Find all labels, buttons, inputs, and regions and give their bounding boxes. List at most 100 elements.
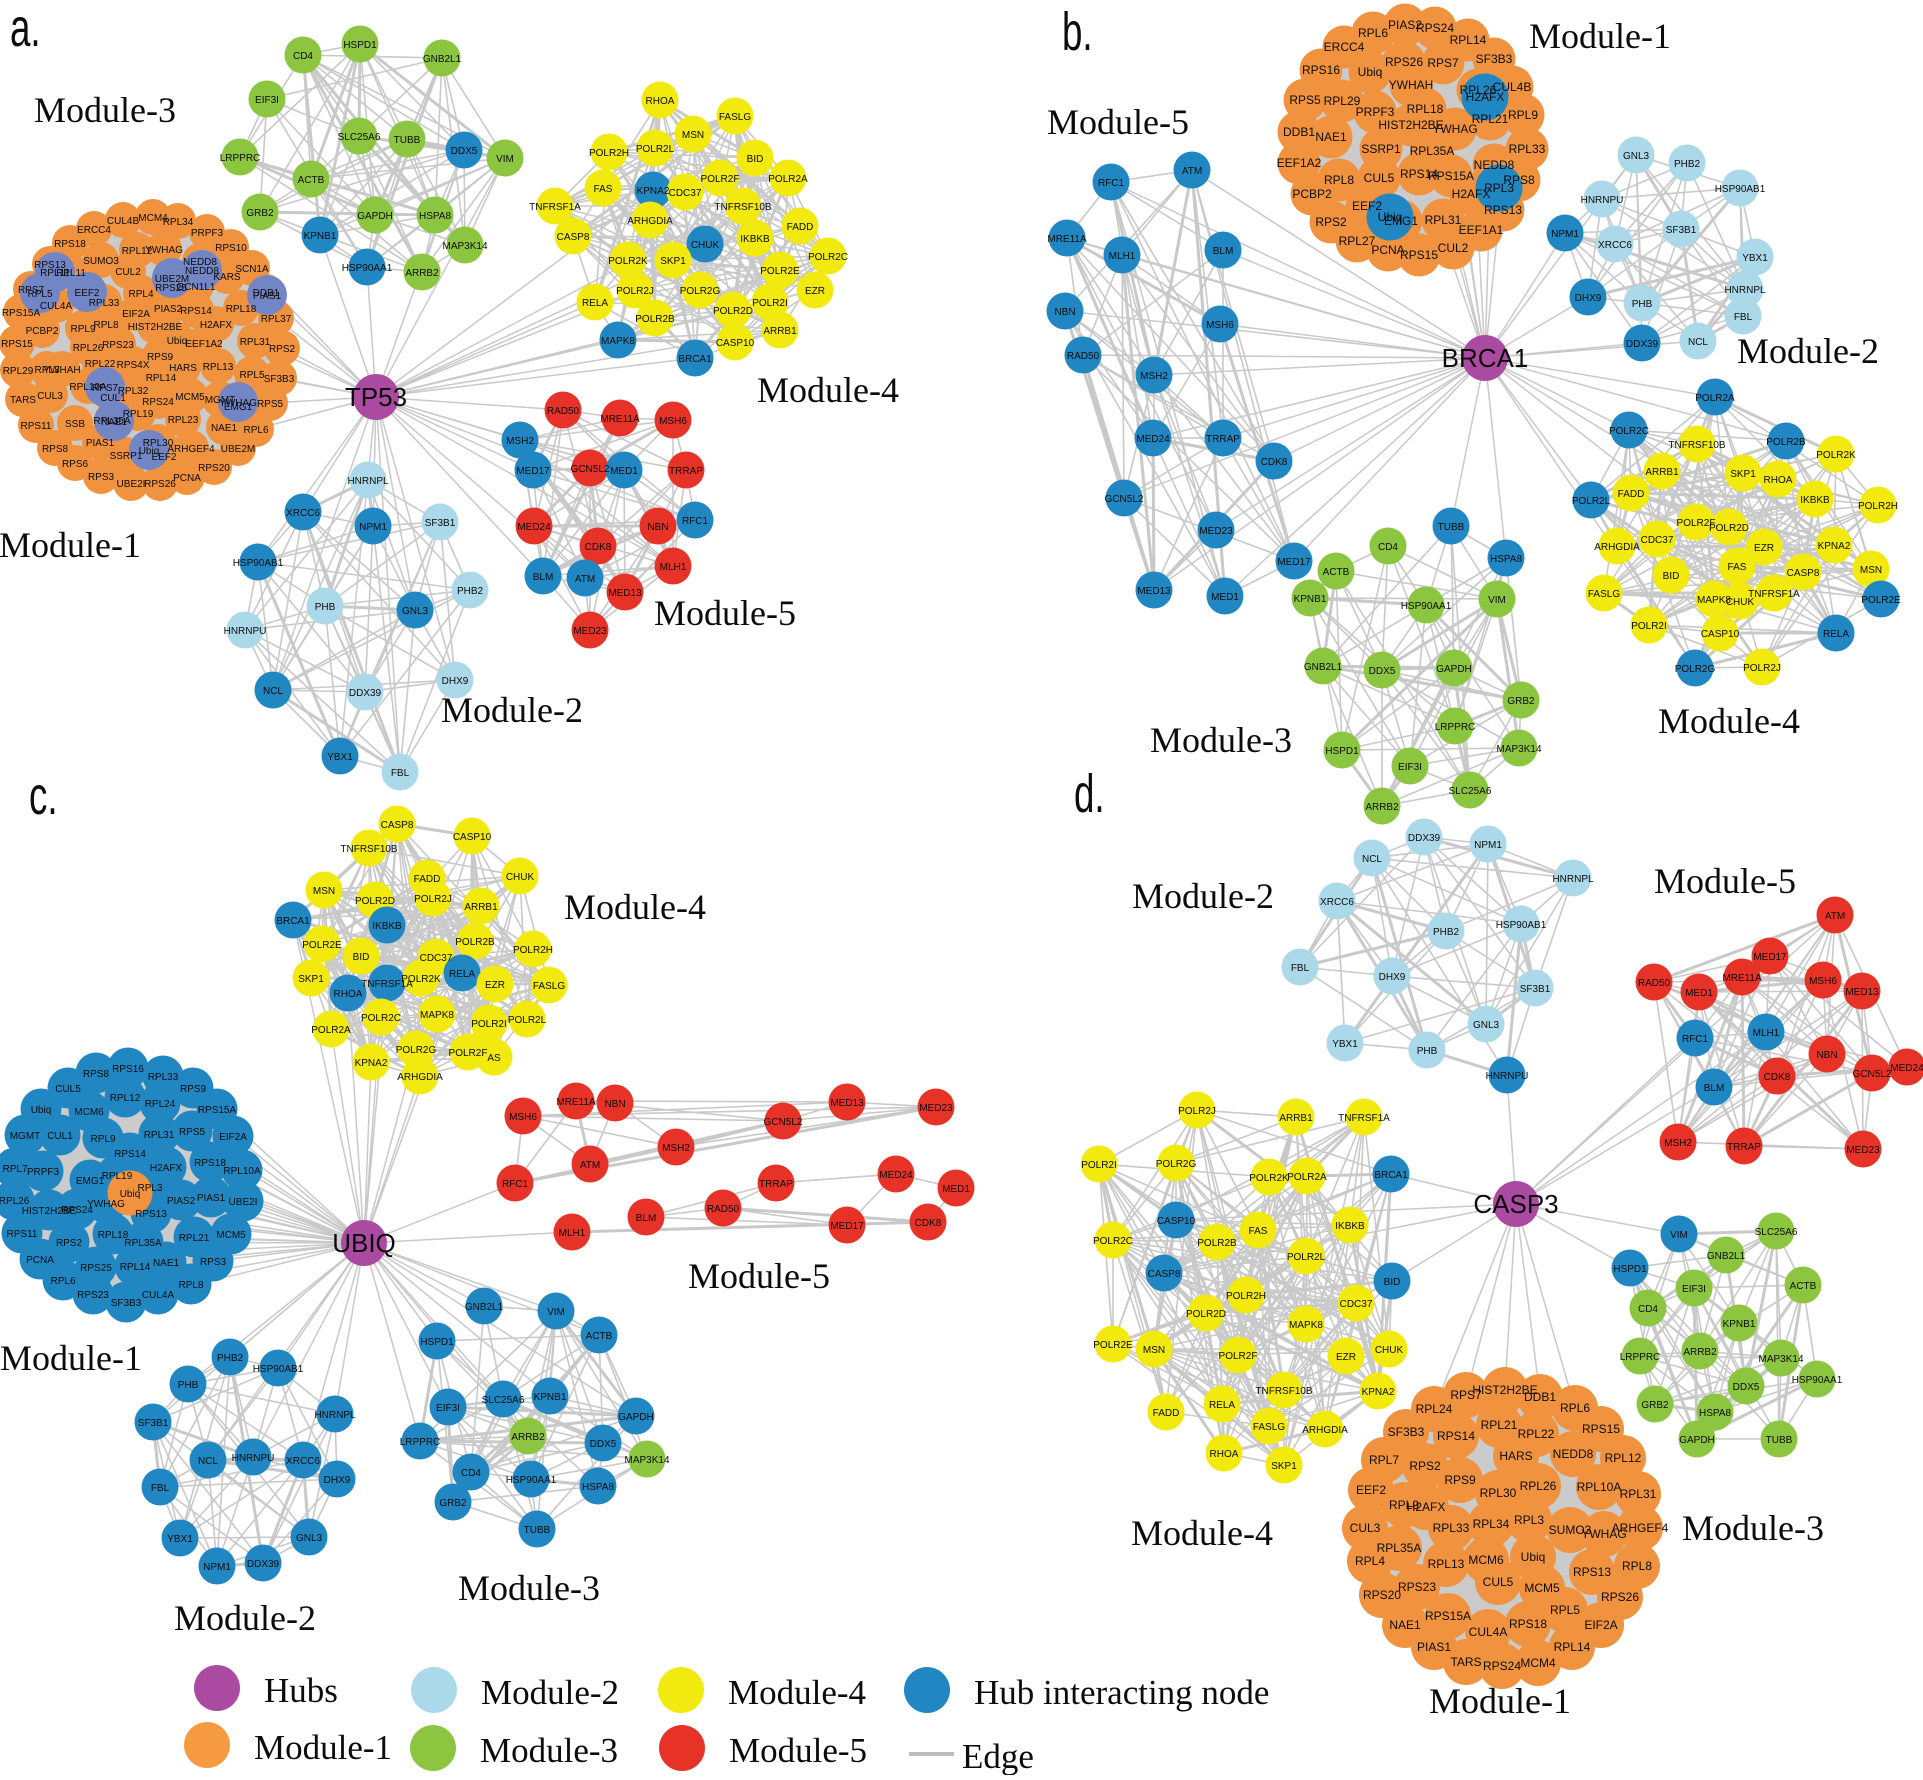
svg-text:FADD: FADD (1153, 1408, 1180, 1419)
svg-text:H2AFX: H2AFX (150, 1163, 183, 1174)
svg-text:NCL: NCL (263, 686, 283, 697)
svg-text:XRCC6: XRCC6 (1320, 897, 1354, 908)
svg-text:NEDD8: NEDD8 (185, 266, 219, 277)
svg-text:XRCC6: XRCC6 (286, 508, 320, 519)
svg-text:RPS18: RPS18 (194, 1158, 226, 1169)
svg-text:HSPD1: HSPD1 (1325, 746, 1359, 757)
svg-text:RPL26: RPL26 (73, 343, 104, 354)
svg-text:GRB2: GRB2 (246, 208, 274, 219)
svg-text:PCNA: PCNA (173, 473, 201, 484)
svg-text:CASP10: CASP10 (1157, 1216, 1196, 1227)
svg-text:KPNA2: KPNA2 (637, 186, 670, 197)
svg-text:RPS15A: RPS15A (198, 1105, 237, 1116)
svg-text:GNB2L1: GNB2L1 (1707, 1251, 1746, 1262)
svg-text:NAE1: NAE1 (1389, 1618, 1421, 1632)
svg-text:MCM6: MCM6 (74, 1107, 104, 1118)
svg-text:UBE2M: UBE2M (221, 444, 255, 455)
svg-text:Module-5: Module-5 (1654, 861, 1796, 901)
svg-text:RPL9: RPL9 (70, 324, 95, 335)
svg-text:POLR2I: POLR2I (1631, 621, 1667, 632)
svg-text:RPL31: RPL31 (1620, 1487, 1657, 1501)
svg-text:RPS9: RPS9 (147, 352, 174, 363)
svg-text:EIF3I: EIF3I (436, 1403, 460, 1414)
svg-text:UBE2M: UBE2M (155, 274, 189, 285)
svg-text:ACTB: ACTB (1790, 1281, 1817, 1292)
svg-text:NBN: NBN (1054, 307, 1075, 318)
svg-text:MLH1: MLH1 (559, 1228, 586, 1239)
svg-text:KPNA2: KPNA2 (1818, 541, 1851, 552)
svg-text:CD4: CD4 (1378, 542, 1398, 553)
svg-text:Module-3: Module-3 (1150, 720, 1292, 760)
svg-text:H2AFX: H2AFX (200, 320, 233, 331)
svg-text:RPS5: RPS5 (1289, 93, 1321, 107)
svg-text:ATM: ATM (575, 574, 595, 585)
svg-text:RPL8: RPL8 (1622, 1559, 1652, 1573)
svg-text:POLR2E: POLR2E (760, 266, 800, 277)
svg-text:NAE1: NAE1 (1315, 130, 1347, 144)
svg-text:POLR2C: POLR2C (361, 1013, 401, 1024)
svg-text:NPM1: NPM1 (359, 522, 387, 533)
svg-text:HNRNPU: HNRNPU (232, 1453, 275, 1464)
svg-text:CUL5: CUL5 (55, 1084, 81, 1095)
svg-text:CUL3: CUL3 (1350, 1521, 1381, 1535)
svg-text:POLR2C: POLR2C (1093, 1236, 1133, 1247)
svg-text:ARRB1: ARRB1 (763, 326, 797, 337)
svg-text:KPNA2: KPNA2 (1362, 1387, 1395, 1398)
svg-text:ACTB: ACTB (298, 175, 325, 186)
svg-text:XRCC6: XRCC6 (286, 1456, 320, 1467)
svg-text:VIM: VIM (496, 154, 514, 165)
svg-text:CASP8: CASP8 (381, 820, 414, 831)
svg-text:RPS4X: RPS4X (117, 360, 150, 371)
svg-text:CASP8: CASP8 (1148, 1269, 1181, 1280)
svg-text:HSP90AA1: HSP90AA1 (506, 1475, 557, 1486)
svg-text:MSH6: MSH6 (1206, 320, 1234, 331)
svg-text:BRCA1: BRCA1 (1374, 1170, 1408, 1181)
svg-text:RPL35A: RPL35A (1377, 1541, 1422, 1555)
svg-text:c.: c. (29, 765, 58, 826)
svg-text:TNFRSF1A: TNFRSF1A (1748, 589, 1800, 600)
svg-text:ERCC4: ERCC4 (1324, 40, 1365, 54)
svg-text:Module-4: Module-4 (1131, 1513, 1273, 1553)
svg-text:TP53: TP53 (345, 382, 407, 412)
svg-text:RELA: RELA (582, 298, 608, 309)
svg-text:RPS3: RPS3 (200, 1257, 227, 1268)
svg-text:Module-3: Module-3 (34, 90, 176, 130)
svg-text:NBN: NBN (1816, 1050, 1837, 1061)
svg-text:NAE1: NAE1 (211, 423, 238, 434)
svg-text:RPL14: RPL14 (146, 373, 177, 384)
svg-text:DHX9: DHX9 (442, 676, 469, 687)
svg-text:AS: AS (487, 1053, 501, 1064)
svg-text:CDC37: CDC37 (669, 188, 702, 199)
svg-text:RPL8: RPL8 (1324, 173, 1354, 187)
svg-text:POLR2D: POLR2D (713, 306, 753, 317)
svg-text:CUL4A: CUL4A (40, 301, 73, 312)
svg-text:HNRNPL: HNRNPL (1552, 874, 1594, 885)
svg-text:RPL12: RPL12 (1605, 1451, 1642, 1465)
svg-text:HNRNPL: HNRNPL (314, 1410, 356, 1421)
svg-text:RFC1: RFC1 (682, 516, 709, 527)
svg-text:MRE11A: MRE11A (600, 414, 640, 425)
svg-text:EIF2A: EIF2A (1584, 1618, 1617, 1632)
svg-text:RFC1: RFC1 (1682, 1034, 1709, 1045)
svg-text:RPL5: RPL5 (27, 289, 52, 300)
svg-text:DHX9: DHX9 (1575, 293, 1602, 304)
svg-text:TNFRSF1A: TNFRSF1A (529, 202, 581, 213)
svg-text:POLR2J: POLR2J (616, 286, 654, 297)
svg-text:NPM1: NPM1 (1551, 229, 1579, 240)
svg-text:MSN: MSN (682, 130, 704, 141)
svg-text:RPL6: RPL6 (1358, 26, 1388, 40)
svg-text:BLM: BLM (1213, 246, 1234, 257)
svg-text:CDC37: CDC37 (1641, 535, 1674, 546)
svg-text:TUBB: TUBB (394, 135, 421, 146)
svg-text:POLR2A: POLR2A (1287, 1172, 1327, 1183)
svg-text:RPS6: RPS6 (62, 459, 89, 470)
svg-text:FBL: FBL (1291, 963, 1310, 974)
svg-text:TUBB: TUBB (1766, 1435, 1793, 1446)
svg-text:CDK8: CDK8 (1764, 1072, 1791, 1083)
svg-text:NBN: NBN (604, 1099, 625, 1110)
svg-text:HNRNPU: HNRNPU (224, 626, 267, 637)
svg-text:YWHAG: YWHAG (145, 245, 183, 256)
svg-text:DHX9: DHX9 (324, 1475, 351, 1486)
svg-text:FAS: FAS (1249, 1226, 1268, 1237)
svg-text:PRPF3: PRPF3 (191, 228, 224, 239)
